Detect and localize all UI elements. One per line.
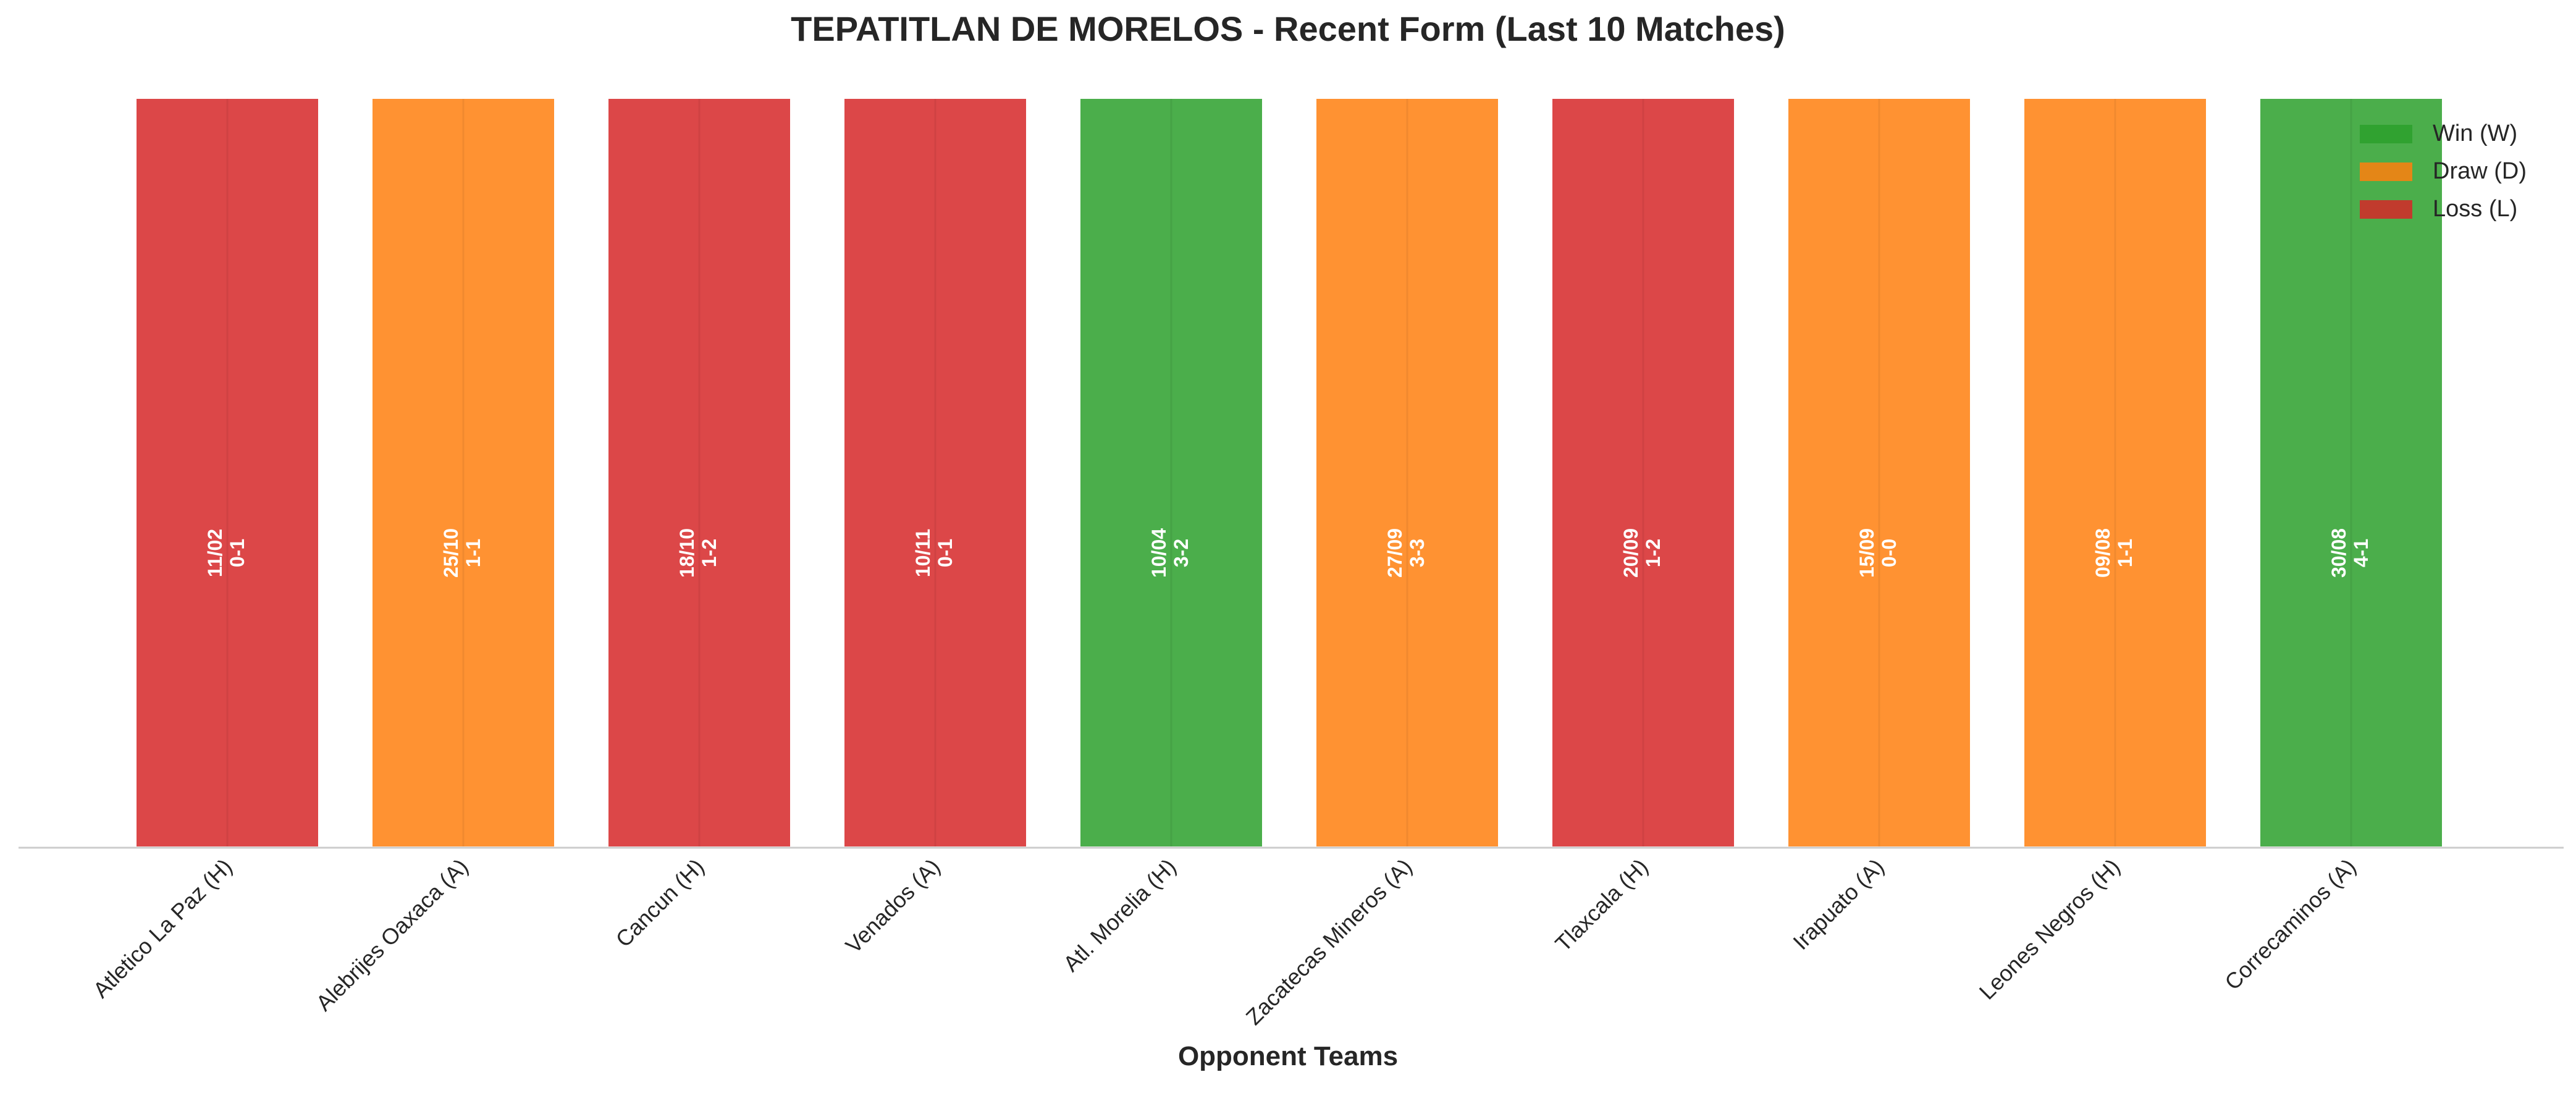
x-tick-label-4: Venados (A) — [841, 854, 945, 958]
legend-label-loss: Loss (L) — [2433, 196, 2518, 222]
bar-label-8: 15/090-0 — [1856, 528, 1900, 578]
bar-date-3: 18/10 — [676, 528, 698, 578]
bar-date-10: 30/08 — [2328, 528, 2350, 578]
bar-label-6: 27/093-3 — [1384, 528, 1428, 578]
bar-date-1: 11/02 — [204, 529, 226, 577]
bar-6-D — [1314, 96, 1501, 849]
bar-date-2: 25/10 — [440, 528, 462, 578]
bar-8-D — [1786, 96, 1972, 849]
bar-label-7: 20/091-2 — [1620, 528, 1664, 578]
bar-score-8: 0-0 — [1878, 539, 1900, 567]
bar-label-10: 30/084-1 — [2328, 528, 2372, 578]
x-tick-label-7: Tlaxcala (H) — [1550, 854, 1652, 956]
bar-3-L — [606, 96, 793, 849]
bar-score-9: 1-1 — [2114, 539, 2136, 567]
bar-score-4: 0-1 — [934, 539, 956, 567]
bar-5-W — [1078, 96, 1265, 849]
bar-label-4: 10/110-1 — [912, 529, 956, 577]
legend-swatch-loss — [2360, 200, 2412, 219]
bar-label-1: 11/020-1 — [204, 529, 248, 577]
bar-score-1: 0-1 — [226, 539, 248, 567]
x-tick-label-2: Alebrijes Oaxaca (A) — [311, 854, 473, 1016]
x-tick-label-1: Atletico La Paz (H) — [88, 854, 237, 1003]
x-axis-label: Opponent Teams — [1177, 1041, 1399, 1071]
legend-item-loss: Loss (L) — [2360, 190, 2564, 228]
bar-date-8: 15/09 — [1856, 528, 1878, 578]
x-tick-label-10: Correcaminos (A) — [2220, 854, 2360, 995]
x-tick-label-6: Zacatecas Mineros (A) — [1241, 854, 1417, 1030]
bar-7-L — [1550, 96, 1736, 849]
legend-swatch-win — [2360, 124, 2412, 143]
bar-score-10: 4-1 — [2350, 539, 2372, 567]
bar-label-2: 25/101-1 — [440, 528, 484, 578]
bar-score-6: 3-3 — [1406, 539, 1428, 567]
legend-label-draw: Draw (D) — [2433, 158, 2527, 184]
x-tick-label-5: Atl. Morelia (H) — [1058, 854, 1181, 977]
bar-date-6: 27/09 — [1384, 528, 1406, 578]
bar-date-7: 20/09 — [1620, 528, 1642, 578]
bar-label-5: 10/043-2 — [1148, 528, 1192, 578]
bar-label-9: 09/081-1 — [2092, 528, 2136, 578]
bar-10-W — [2258, 96, 2444, 849]
bar-score-7: 1-2 — [1642, 539, 1664, 567]
bars-group — [134, 96, 2444, 849]
bar-score-5: 3-2 — [1170, 539, 1192, 567]
legend: Win (W) Draw (D) Loss (L) — [2360, 115, 2564, 228]
x-tick-label-9: Leones Negros (H) — [1974, 854, 2125, 1005]
bar-1-L — [134, 96, 321, 849]
legend-item-draw: Draw (D) — [2360, 153, 2564, 190]
legend-swatch-draw — [2360, 162, 2412, 181]
bar-score-2: 1-1 — [462, 539, 484, 567]
legend-item-win: Win (W) — [2360, 115, 2564, 153]
bar-date-9: 09/08 — [2092, 528, 2114, 578]
bar-2-D — [370, 96, 557, 849]
legend-label-win: Win (W) — [2433, 120, 2518, 146]
bar-date-4: 10/11 — [912, 529, 934, 577]
x-tick-label-3: Cancun (H) — [611, 854, 709, 952]
bar-score-3: 1-2 — [698, 539, 720, 567]
x-tick-labels-group: Atletico La Paz (H) Alebrijes Oaxaca (A) C… — [88, 854, 2360, 1030]
chart-title: TEPATITLAN DE MORELOS - Recent Form (Las… — [791, 9, 1785, 48]
bar-date-5: 10/04 — [1148, 528, 1170, 578]
bar-4-L — [842, 96, 1029, 849]
bar-labels-group: 11/020-1 25/101-1 18/101-2 10/110-1 10/043-2… — [204, 528, 2372, 578]
bar-label-3: 18/101-2 — [676, 528, 720, 578]
x-tick-label-8: Irapuato (A) — [1788, 854, 1888, 955]
